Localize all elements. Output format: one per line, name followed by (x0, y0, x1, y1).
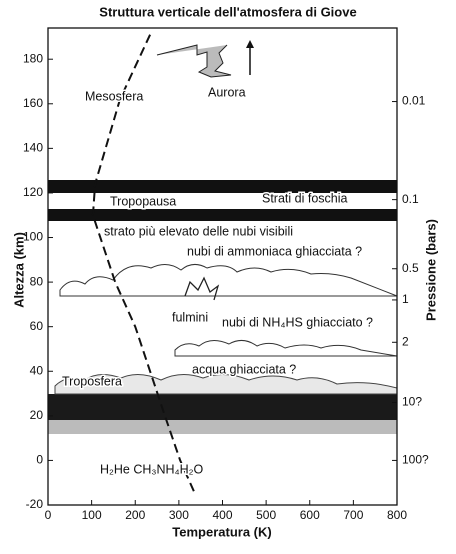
y2-tick-label: 0.01 (402, 94, 426, 108)
y2-axis-label: Pressione (bars) (423, 219, 438, 321)
nh4hs-clouds (174, 340, 398, 357)
x-tick-label: 300 (169, 508, 189, 522)
lightning (184, 276, 220, 301)
annotation: Mesosfera (85, 89, 143, 103)
x-tick-label: 500 (256, 508, 276, 522)
haze-band (48, 180, 397, 193)
cloud-top-band (48, 209, 397, 221)
x-tick-label: 100 (82, 508, 102, 522)
water-cloud-band (48, 394, 397, 420)
y2-tick-label: 0.5 (402, 261, 419, 275)
annotation: nubi di ammoniaca ghiacciata ? (187, 244, 362, 258)
water-clouds (54, 374, 398, 395)
x-tick-label: 700 (343, 508, 363, 522)
x-tick-label: 800 (387, 508, 407, 522)
annotation: H₂He CH₃NH₄H₂O (100, 462, 204, 476)
x-tick-label: 200 (125, 508, 145, 522)
y-tick-label: 100 (23, 230, 43, 244)
chart-title: Struttura verticale dell'atmosfera di Gi… (99, 4, 356, 19)
aurora-shape (156, 44, 232, 78)
y-tick-label: 120 (23, 185, 43, 199)
y2-tick-label: 0.1 (402, 192, 419, 206)
y-tick-label: 40 (30, 363, 44, 377)
y-tick-label: 80 (30, 274, 44, 288)
temperature-line (91, 34, 196, 495)
aurora-arrowhead (246, 40, 254, 48)
annotation: fulmini (172, 310, 208, 324)
x-tick-label: 0 (45, 508, 52, 522)
annotation: acqua ghiacciata ? (192, 362, 296, 376)
annotation: strato più elevato delle nubi visibili (104, 224, 293, 238)
y2-tick-label: 1 (402, 292, 409, 306)
annotation: Tropopausa (110, 194, 176, 208)
annotation: nubi di NH₄HS ghiacciato ? (222, 315, 373, 329)
ammonia-clouds (59, 264, 398, 297)
y-tick-label: 0 (36, 453, 43, 467)
layers (48, 40, 398, 434)
y-tick-label: 160 (23, 96, 43, 110)
x-tick-label: 600 (300, 508, 320, 522)
y2-tick-label: 100? (402, 453, 429, 467)
y-tick-label: 180 (23, 51, 43, 65)
water-cloud-haze (48, 420, 397, 434)
y-axis-label: Altezza (km) (11, 232, 26, 308)
y-tick-label: -20 (26, 497, 44, 511)
annotation: Aurora (208, 85, 246, 99)
y-tick-label: 60 (30, 319, 44, 333)
annotation: Strati di foschia (262, 191, 348, 205)
y-tick-label: 140 (23, 141, 43, 155)
y2-tick-label: 2 (402, 334, 409, 348)
x-axis-label: Temperatura (K) (172, 524, 271, 539)
annotation: Troposfera (62, 374, 122, 388)
y2-tick-label: 10? (402, 395, 422, 409)
y-tick-label: 20 (30, 408, 44, 422)
x-tick-label: 400 (212, 508, 232, 522)
